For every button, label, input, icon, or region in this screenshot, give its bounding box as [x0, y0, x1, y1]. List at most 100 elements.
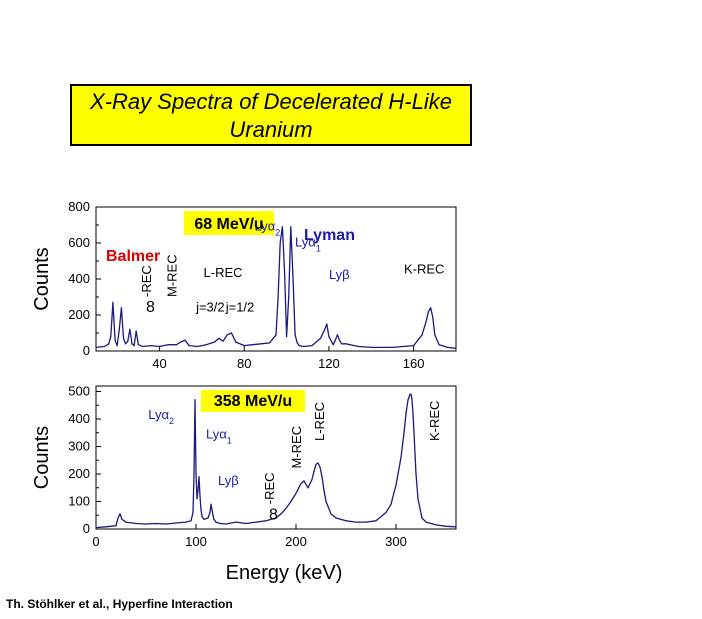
spectrum-point: [335, 517, 337, 519]
spectrum-point: [407, 399, 409, 401]
spectrum-point: [175, 522, 177, 524]
spectrum-point: [119, 513, 121, 515]
energy-label: 68 MeV/u: [194, 216, 263, 233]
spectrum-point: [95, 527, 97, 529]
spectrum-point: [145, 523, 147, 525]
spectrum-point: [185, 521, 187, 523]
spectrum-point: [290, 226, 292, 228]
spectrum-point: [150, 345, 152, 347]
spectrum-point: [211, 509, 213, 511]
annotation-text: -REC: [139, 265, 154, 297]
annotation-k-rec: K-REC: [404, 262, 444, 277]
spectrum-point: [155, 522, 157, 525]
spectrum-point: [235, 341, 237, 343]
spectrum-point: [205, 344, 207, 346]
spectrum-point: [341, 343, 343, 345]
spectrum-point: [193, 473, 195, 475]
spectrum-point: [180, 341, 182, 343]
spectrum-point: [127, 340, 129, 342]
spectrum-point: [212, 514, 214, 516]
spectrum-point: [125, 521, 127, 523]
annotation-rec: -REC 8: [139, 265, 155, 316]
spectrum-point: [338, 339, 341, 341]
spectrum-point: [345, 520, 347, 522]
spectrum-point: [294, 334, 296, 336]
y-tick-label: 0: [83, 343, 90, 358]
plot-panel-1: 0 200 400 600 800 40 80 120 160 Counts 68 MeV/u Bal…: [31, 199, 457, 371]
spectrum-point: [283, 269, 286, 271]
annotation-ly: Lyβ: [329, 267, 350, 282]
annotation-l-rec: L-REC: [204, 265, 243, 280]
spectrum-point: [265, 520, 267, 522]
spectrum-point: [215, 521, 217, 523]
spectrum-point: [196, 498, 198, 500]
spectrum-point: [435, 524, 437, 526]
spectrum-point: [275, 517, 277, 519]
spectrum-point: [292, 274, 294, 276]
spectrum-point: [281, 226, 283, 228]
spectrum-point: [198, 476, 200, 478]
y-tick-label: 100: [68, 494, 90, 509]
spectrum-point: [315, 463, 317, 465]
spectrum-point: [105, 526, 107, 528]
spectrum-point: [285, 336, 288, 338]
spectrum-point: [190, 520, 192, 522]
spectrum-point: [296, 342, 298, 344]
spectrum-point: [235, 521, 237, 523]
spectrum-point: [324, 328, 326, 330]
spectrum-point: [425, 319, 427, 321]
spectrum-point: [188, 345, 190, 347]
annotation-j-3-2: j=3/2: [195, 299, 225, 314]
spectrum-point: [115, 525, 117, 527]
spectrum-point: [243, 345, 245, 347]
spectrum-point: [165, 523, 167, 525]
spectrum-point: [225, 523, 227, 525]
lyman-label: Lyman: [304, 227, 355, 244]
energy-label-box: [201, 390, 305, 412]
credit-text: Th. Stöhlker et al., Hyperfine Interacti…: [6, 597, 233, 611]
spectrum-line: [95, 393, 457, 529]
spectrum-point: [319, 466, 321, 468]
spectrum-point: [108, 343, 110, 345]
spectrum-point: [421, 334, 423, 336]
spectrum-point: [300, 483, 302, 485]
spectrum-point: [275, 334, 277, 336]
spectrum-point: [120, 307, 123, 309]
x-tick-label: 300: [385, 534, 407, 549]
annotation-ly-2: Lyα2: [148, 407, 174, 426]
spectrum-point: [432, 316, 434, 318]
spectrum-point: [395, 484, 397, 486]
spectrum-point: [230, 332, 233, 334]
spectrum-point: [117, 517, 119, 519]
spectrum-point: [103, 345, 106, 348]
spectrum-point: [192, 511, 194, 514]
spectrum-point: [133, 345, 135, 347]
spectrum-point: [336, 334, 339, 336]
spectrum-point: [218, 337, 220, 339]
spectrum-point: [280, 513, 282, 515]
spectrum-point: [349, 344, 351, 346]
spectrum-point: [116, 345, 118, 347]
y-tick-label: 600: [68, 235, 90, 250]
y-axis-title: Counts: [31, 426, 53, 489]
y-tick-label: 300: [68, 439, 90, 454]
spectrum-point: [112, 301, 114, 303]
spectrum-point: [197, 345, 199, 348]
x-tick-label: 160: [403, 356, 425, 371]
spectrum-point: [326, 323, 328, 325]
chart-title-line2: Uranium: [229, 117, 313, 142]
x-tick-label: 40: [152, 356, 166, 371]
spectrum-point: [415, 473, 417, 475]
spectrum-point: [311, 478, 313, 481]
spectrum-point: [135, 330, 137, 332]
spectrum-point: [125, 343, 127, 345]
spectrum-point: [288, 296, 290, 298]
plot-frame: [95, 385, 457, 530]
spectrum-point: [269, 342, 271, 344]
spectrum-point: [219, 522, 221, 525]
energy-label-box: [184, 211, 274, 235]
y-tick-label: 200: [68, 466, 90, 481]
y-tick-label: 400: [68, 271, 90, 286]
chart-title-box: X-Ray Spectra of Decelerated H-Like Uran…: [70, 84, 472, 146]
spectrum-point: [245, 522, 247, 525]
